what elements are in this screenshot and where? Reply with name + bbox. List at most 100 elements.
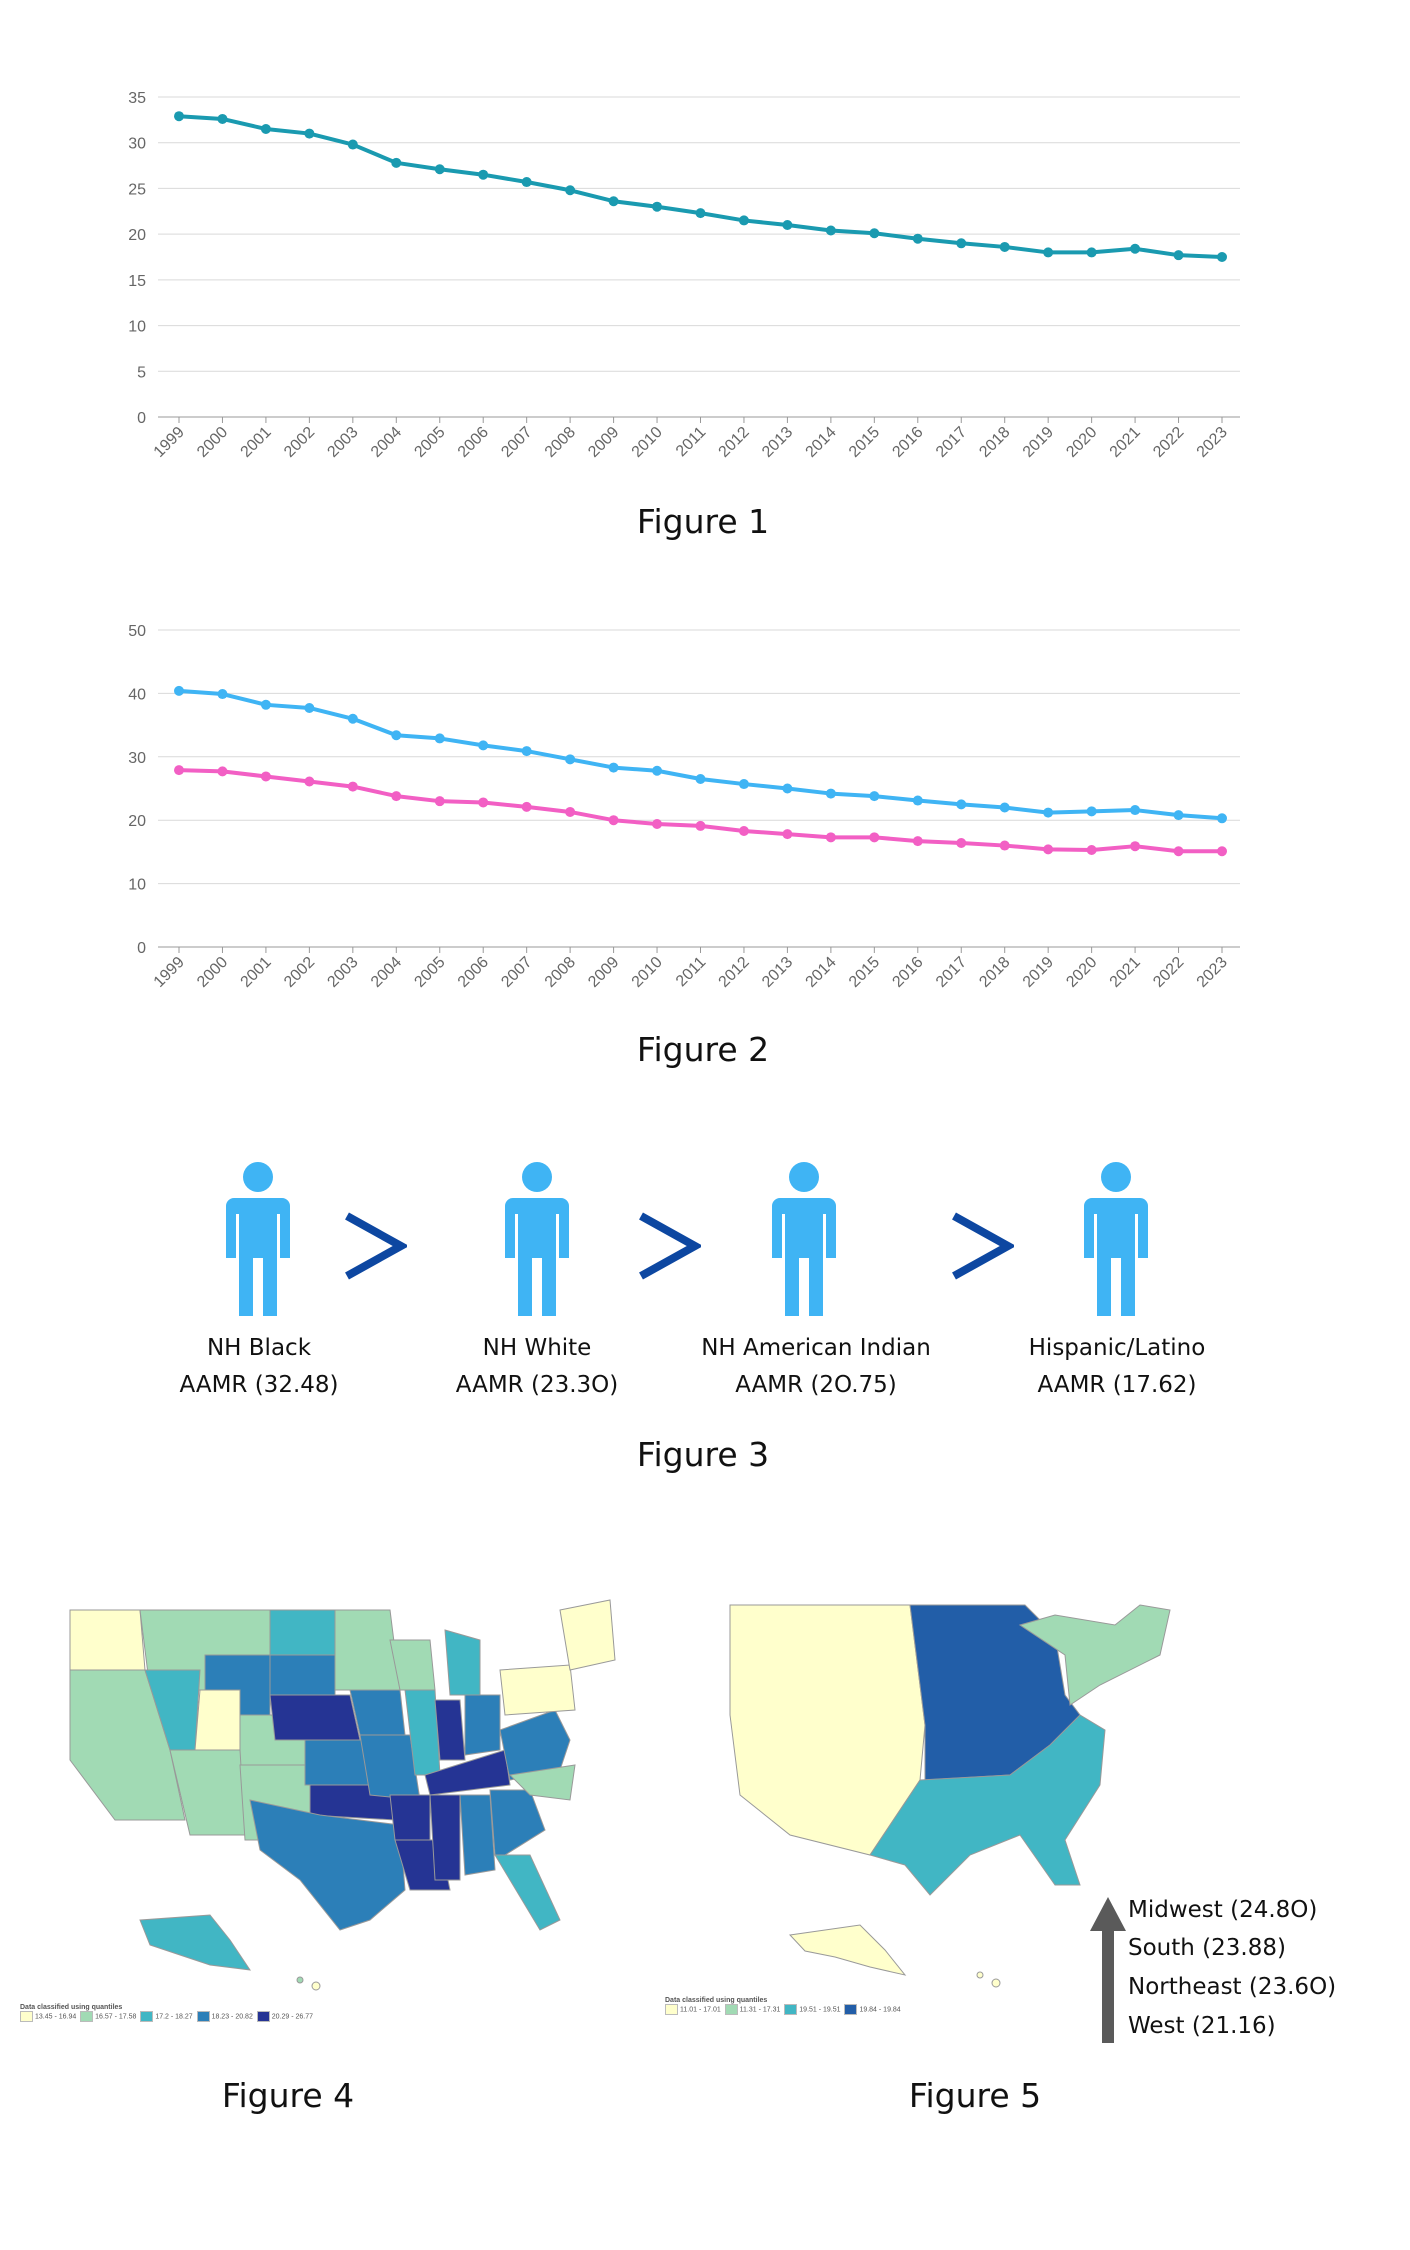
- group-name: NH White: [482, 1335, 592, 1361]
- data-point: [174, 685, 184, 696]
- group-name: NH Black: [206, 1335, 312, 1361]
- state-kansas: [304, 1739, 371, 1786]
- state-nebraska: [269, 1694, 361, 1741]
- group-name: NH American Indian: [701, 1335, 931, 1361]
- group-aamr: AAMR (23.3O): [455, 1372, 619, 1398]
- data-point: [521, 177, 532, 188]
- data-point: [217, 766, 228, 777]
- y-tick-label: 30: [128, 750, 146, 767]
- data-point: [478, 740, 489, 751]
- x-tick-label: 2023: [1194, 954, 1231, 991]
- legend-item: 19.84 - 19.84: [859, 2006, 901, 2014]
- data-point: [217, 113, 228, 124]
- data-point: [825, 832, 836, 843]
- data-point: [304, 128, 315, 139]
- y-tick-label: 10: [128, 319, 146, 336]
- person-icon: [1084, 1162, 1148, 1316]
- x-tick-label: 2000: [194, 954, 231, 991]
- region-rank-midwest: Midwest (24.8O): [1128, 1897, 1318, 1923]
- data-point: [217, 689, 228, 700]
- data-point: [956, 238, 967, 249]
- legend-title: Data classified using quantiles: [665, 1997, 768, 2004]
- data-point: [1086, 844, 1097, 855]
- data-point: [565, 754, 576, 765]
- data-point: [608, 762, 619, 773]
- data-point: [956, 799, 967, 810]
- state-north-dakota: [269, 1609, 336, 1656]
- data-point: [869, 791, 880, 802]
- group-label-nh-white: NH White AAMR (23.3O): [377, 1330, 697, 1404]
- data-point: [738, 825, 749, 836]
- x-tick-label: 2016: [889, 954, 926, 991]
- data-point: [260, 699, 271, 710]
- group-name: Hispanic/Latino: [1028, 1335, 1206, 1361]
- x-tick-label: 2019: [1020, 954, 1057, 991]
- data-point: [695, 773, 706, 784]
- x-tick-label: 2005: [411, 954, 448, 991]
- greater-than-icon: [639, 1212, 701, 1280]
- data-point: [1217, 252, 1227, 262]
- data-point: [260, 771, 271, 782]
- region-rank-northeast: Northeast (23.6O): [1128, 1974, 1337, 2000]
- x-tick-label: 2015: [846, 954, 883, 991]
- state-south-dakota: [269, 1654, 336, 1696]
- x-tick-label: 2012: [716, 954, 753, 991]
- x-tick-label: 2014: [803, 954, 840, 991]
- state-utah: [194, 1689, 241, 1751]
- data-point: [999, 840, 1010, 851]
- legend-item: 20.29 - 26.77: [271, 2013, 313, 2021]
- state-mississippi: [429, 1794, 461, 1881]
- region-south: [869, 1714, 1106, 1896]
- figure-4-caption: Figure 4: [221, 2076, 355, 2115]
- data-point: [1217, 846, 1227, 857]
- figure-4-legend: Data classified using quantiles 13.45 - …: [20, 2004, 313, 2022]
- data-point: [1130, 841, 1141, 852]
- figure-5-legend: Data classified using quantiles 11.01 - …: [665, 1997, 901, 2015]
- data-point: [174, 111, 184, 122]
- x-tick-label: 2002: [281, 954, 318, 991]
- state-alabama: [459, 1794, 496, 1876]
- y-tick-label: 50: [128, 623, 146, 640]
- greater-than-icon: [345, 1212, 407, 1280]
- x-tick-label: 2008: [542, 954, 579, 991]
- data-point: [782, 783, 793, 794]
- data-point: [1043, 807, 1054, 818]
- data-point: [1086, 806, 1097, 817]
- x-tick-label: 2011: [673, 954, 709, 990]
- data-point: [1043, 844, 1054, 855]
- legend-item: 16.57 - 17.58: [95, 2013, 137, 2021]
- legend-item: 13.45 - 16.94: [35, 2013, 77, 2021]
- x-tick-label: 2013: [759, 954, 796, 991]
- data-point: [391, 791, 402, 802]
- x-tick-label: 2001: [238, 954, 275, 991]
- state-michigan: [444, 1629, 481, 1696]
- group-aamr: AAMR (32.48): [179, 1372, 339, 1398]
- series-line-0: [178, 688, 1223, 821]
- data-point: [869, 228, 880, 239]
- state-north-carolina: [508, 1764, 576, 1801]
- y-tick-label: 10: [128, 877, 146, 894]
- data-point: [869, 832, 880, 843]
- state-georgia-sc: [489, 1789, 546, 1856]
- greater-than-icon: [952, 1212, 1014, 1280]
- state-kentucky-tennessee: [424, 1749, 511, 1796]
- data-point: [999, 241, 1010, 252]
- region-rank-south: South (23.88): [1128, 1935, 1286, 1961]
- y-tick-label: 25: [128, 181, 146, 198]
- data-point: [174, 765, 184, 776]
- state-virginia: [499, 1709, 571, 1781]
- data-point: [1173, 810, 1184, 821]
- legend-item: 11.31 - 17.31: [739, 2006, 781, 2014]
- x-tick-label: 2010: [629, 954, 666, 991]
- x-tick-label: 2003: [324, 954, 361, 991]
- group-label-nh-black: NH Black AAMR (32.48): [99, 1330, 419, 1404]
- state-new-england: [559, 1599, 616, 1671]
- y-tick-label: 15: [128, 273, 146, 290]
- data-point: [1043, 247, 1054, 258]
- state-indiana: [434, 1699, 466, 1761]
- up-arrow-icon: [1090, 1897, 1126, 2043]
- state-washington-oregon: [69, 1609, 146, 1671]
- data-point: [391, 730, 402, 741]
- data-point: [260, 124, 271, 134]
- legend-item: 18.23 - 20.82: [211, 2013, 253, 2021]
